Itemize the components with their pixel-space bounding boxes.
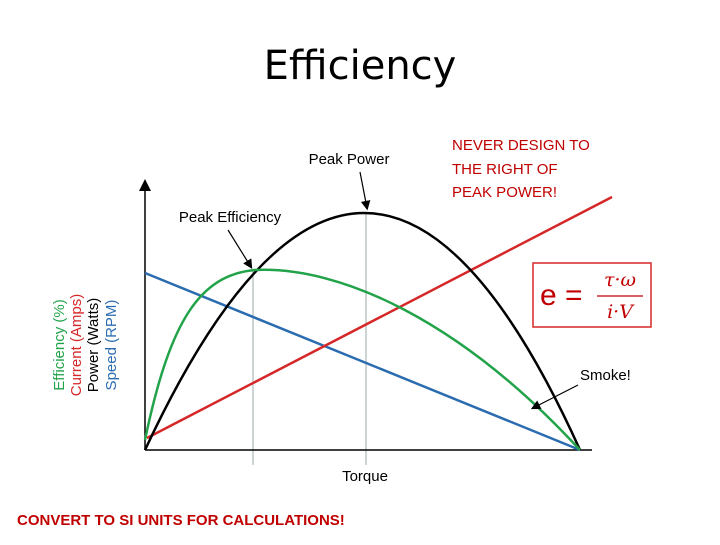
y-axis-label: Efficiency (%)	[51, 299, 68, 390]
formula-numerator: τ·ω	[604, 269, 636, 291]
annotation: Smoke!	[580, 367, 631, 384]
annotation-arrow	[359, 171, 371, 211]
y-label-group: Efficiency (%)	[51, 299, 68, 390]
annotation-arrow	[227, 229, 253, 270]
y-label-group: Power (Watts)	[85, 298, 102, 392]
formula-denominator: i·V	[607, 301, 635, 323]
warning-line: THE RIGHT OF	[452, 161, 558, 178]
annotation: Peak Efficiency	[179, 209, 282, 226]
warning-line: PEAK POWER!	[452, 184, 557, 201]
y-axis-label: Power (Watts)	[85, 298, 102, 392]
footer: CONVERT TO SI UNITS FOR CALCULATIONS!	[17, 512, 345, 529]
y-axis-label: Current (Amps)	[68, 294, 85, 397]
warning-line: NEVER DESIGN TO	[452, 137, 590, 154]
efficiency-curve	[143, 268, 581, 451]
y-label-group: Current (Amps)	[68, 294, 85, 397]
current-line	[146, 195, 613, 440]
annotation-arrow	[530, 384, 579, 410]
formula-box	[532, 262, 652, 328]
annotation: Peak Power	[309, 151, 390, 168]
power-curve	[143, 212, 582, 451]
title: Efficiency	[264, 43, 457, 89]
y-label-group: Speed (RPM)	[103, 300, 120, 391]
speed-line	[144, 271, 581, 452]
y-axis-label: Speed (RPM)	[103, 300, 120, 391]
x-axis-label: Torque	[342, 468, 388, 485]
formula-lhs: e =	[540, 279, 583, 312]
